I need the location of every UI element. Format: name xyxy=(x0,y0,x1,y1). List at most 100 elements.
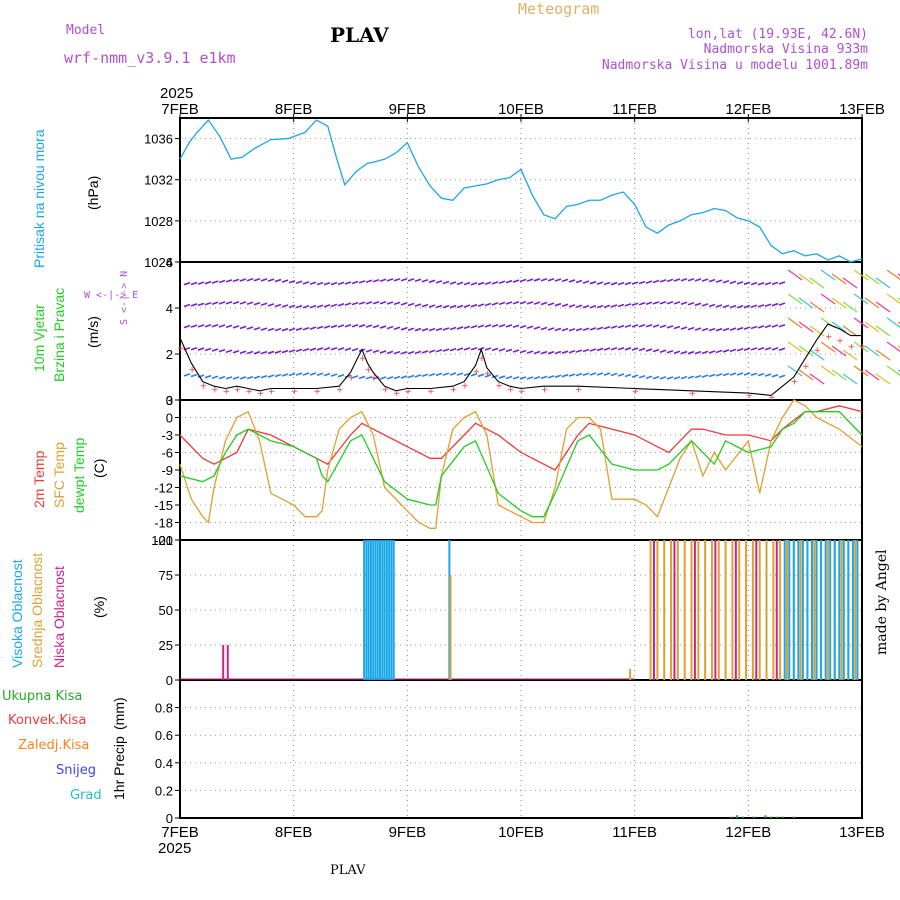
wind-arrow xyxy=(239,301,247,305)
wind-arrow xyxy=(547,327,555,331)
wind-arrow xyxy=(638,280,646,285)
date-label-top: 11FEB xyxy=(612,101,657,118)
wind-arrow xyxy=(428,327,436,332)
y-tick-label-precip: 0.2 xyxy=(155,783,173,798)
wind-arrow xyxy=(771,373,779,378)
wind-label-2: Brzina i Pravac xyxy=(51,288,67,382)
wind-arrow xyxy=(505,348,513,353)
year-bottom: 2025 xyxy=(158,840,191,857)
y-tick-label-pressure: 1032 xyxy=(144,173,173,188)
wind-arrow xyxy=(295,327,303,331)
wind-arrow xyxy=(864,297,880,309)
wind-arrow xyxy=(267,374,275,378)
wind-arrow xyxy=(316,372,324,377)
wind-arrow xyxy=(365,301,373,305)
wind-arrow xyxy=(400,375,408,379)
wind-gust-marker: + xyxy=(200,381,208,391)
wind-arrow xyxy=(809,325,825,337)
wind-arrow xyxy=(358,375,366,380)
wind-arrow xyxy=(853,269,869,281)
wind-arrow xyxy=(764,346,772,351)
y-tick-label-pressure: 1028 xyxy=(144,214,173,229)
wind-arrow xyxy=(400,277,408,282)
wind-gust-marker: + xyxy=(427,387,435,397)
wind-gust-marker: + xyxy=(313,387,321,397)
wind-arrow xyxy=(554,302,562,307)
wind-arrow xyxy=(365,279,373,284)
wind-arrow xyxy=(659,349,667,354)
wind-arrow xyxy=(708,303,716,308)
wind-arrow xyxy=(225,300,233,305)
wind-arrow xyxy=(400,327,408,331)
wind-arrow xyxy=(659,324,667,329)
wind-arrow xyxy=(722,279,730,284)
wind-arrow xyxy=(582,327,590,332)
y-tick-label-cloud: 25 xyxy=(159,638,173,653)
wind-arrow xyxy=(414,303,422,307)
wind-arrow xyxy=(701,303,709,307)
wind-gust-marker: + xyxy=(478,354,486,364)
wind-arrow xyxy=(267,327,275,332)
wind-arrow xyxy=(787,365,803,377)
wind-arrow xyxy=(842,277,858,289)
wind-arrow xyxy=(358,324,366,328)
wind-arrow xyxy=(680,301,688,306)
y-tick-label-wind: 4 xyxy=(166,301,173,316)
wind-arrow xyxy=(232,278,240,283)
wind-gust-marker: + xyxy=(848,342,856,352)
y-tick-label-cloud: 0 xyxy=(166,673,173,688)
wind-arrow xyxy=(330,346,338,351)
precip-bar xyxy=(792,816,795,818)
wind-arrow xyxy=(757,304,765,308)
wind-arrow xyxy=(526,278,534,282)
footer-station: PLAV xyxy=(330,863,366,878)
wind-gust-marker: + xyxy=(495,381,503,391)
wind-arrow xyxy=(267,303,275,307)
wind-arrow xyxy=(853,293,869,305)
wind-arrow xyxy=(617,303,625,308)
wind-arrow xyxy=(428,349,436,354)
wind-arrow xyxy=(547,350,555,355)
wind-arrow xyxy=(491,323,499,328)
wind-arrow xyxy=(204,347,212,352)
wind-arrow xyxy=(442,280,450,285)
wind-arrow xyxy=(197,374,205,378)
wind-arrow xyxy=(875,325,891,337)
y-tick-label-precip: 0 xyxy=(166,811,173,826)
wind-arrow xyxy=(260,302,268,307)
wind-arrow xyxy=(853,365,869,377)
wind-arrow xyxy=(512,349,520,353)
wind-arrow xyxy=(323,346,331,351)
wind-arrow xyxy=(330,281,338,286)
wind-arrow xyxy=(561,278,569,283)
wind-arrow xyxy=(666,325,674,329)
wind-gust-marker: + xyxy=(268,387,276,397)
wind-arrow xyxy=(708,278,716,283)
precip-bar xyxy=(781,816,784,818)
wind-arrow xyxy=(218,348,226,353)
wind-arrow xyxy=(666,350,674,354)
wind-arrow xyxy=(491,374,499,379)
y-tick-label-temp: -21 xyxy=(154,533,173,548)
wind-arrow xyxy=(505,324,513,328)
precip-bar xyxy=(775,816,778,818)
wind-arrow xyxy=(533,350,541,355)
wind-arrow xyxy=(337,302,345,307)
wind-arrow xyxy=(498,375,506,379)
wind-arrow xyxy=(519,278,527,283)
temp-series-line-2 xyxy=(179,411,863,518)
wind-gust-marker: + xyxy=(802,362,810,372)
wind-arrow xyxy=(190,303,198,307)
wind-arrow xyxy=(673,301,681,305)
panel-frame-pressure xyxy=(179,117,863,263)
wind-arrow xyxy=(568,327,576,332)
wind-arrow xyxy=(764,324,772,329)
wind-arrow xyxy=(631,302,639,307)
wind-arrow xyxy=(715,373,723,377)
wind-gust-marker: + xyxy=(393,389,401,399)
wind-arrow xyxy=(582,304,590,309)
wind-arrow xyxy=(842,325,858,337)
wind-arrow xyxy=(295,348,303,353)
location-text: lon,lat (19.93E, 42.6N) xyxy=(688,27,868,42)
